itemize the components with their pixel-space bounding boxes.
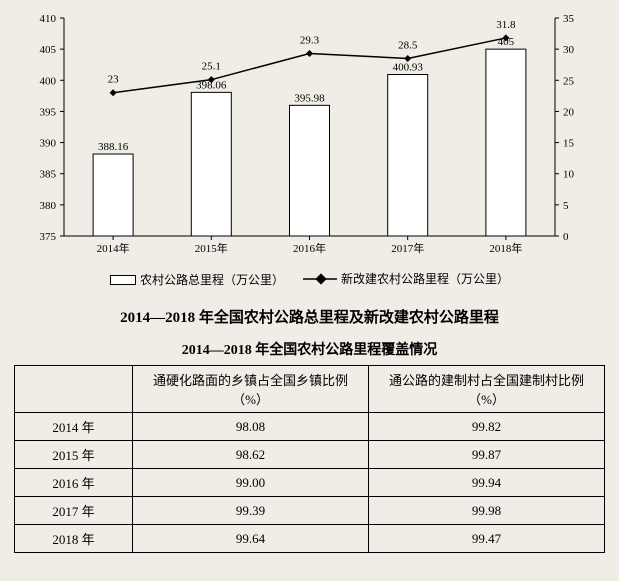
svg-text:380: 380 xyxy=(40,200,57,212)
svg-text:375: 375 xyxy=(40,231,57,243)
chart-svg: 375 380 385 390 395 400 405 410 0 5 10 15 20 25 30 35 38… xyxy=(14,8,605,268)
svg-text:400: 400 xyxy=(40,75,57,87)
table-cell: 2015 年 xyxy=(15,441,133,469)
legend-line-swatch xyxy=(303,273,337,285)
svg-text:395: 395 xyxy=(40,106,57,118)
page-root: 375 380 385 390 395 400 405 410 0 5 10 15 20 25 30 35 38… xyxy=(0,0,619,581)
svg-text:25.1: 25.1 xyxy=(202,61,221,73)
table-header xyxy=(15,366,133,413)
svg-text:2017年: 2017年 xyxy=(391,241,424,255)
combo-chart: 375 380 385 390 395 400 405 410 0 5 10 15 20 25 30 35 38… xyxy=(14,8,605,300)
svg-text:2014年: 2014年 xyxy=(97,241,130,255)
table-cell: 99.39 xyxy=(133,497,369,525)
chart-legend: 农村公路总里程（万公里） 新改建农村公路里程（万公里） xyxy=(14,270,605,289)
svg-text:2015年: 2015年 xyxy=(195,241,228,255)
legend-line: 新改建农村公路里程（万公里） xyxy=(303,270,509,287)
table-row: 2018 年99.6499.47 xyxy=(15,525,605,553)
svg-text:410: 410 xyxy=(40,13,57,25)
table-row: 2014 年98.0899.82 xyxy=(15,413,605,441)
svg-text:0: 0 xyxy=(563,231,569,243)
svg-text:25: 25 xyxy=(563,75,575,87)
svg-text:35: 35 xyxy=(563,13,575,25)
table-cell: 99.98 xyxy=(369,497,605,525)
svg-text:5: 5 xyxy=(563,200,569,212)
table-cell: 99.64 xyxy=(133,525,369,553)
svg-text:405: 405 xyxy=(40,44,57,56)
svg-text:15: 15 xyxy=(563,138,575,150)
legend-line-label: 新改建农村公路里程（万公里） xyxy=(341,270,509,287)
table-row: 2017 年99.3999.98 xyxy=(15,497,605,525)
table-header: 通硬化路面的乡镇占全国乡镇比例（%） xyxy=(133,366,369,413)
svg-text:400.93: 400.93 xyxy=(393,61,424,73)
table-row: 2015 年98.6299.87 xyxy=(15,441,605,469)
svg-text:2018年: 2018年 xyxy=(489,241,522,255)
coverage-table: 通硬化路面的乡镇占全国乡镇比例（%） 通公路的建制村占全国建制村比例（%） 20… xyxy=(14,365,605,553)
svg-text:29.3: 29.3 xyxy=(300,35,320,47)
table-cell: 99.87 xyxy=(369,441,605,469)
table-cell: 99.94 xyxy=(369,469,605,497)
svg-text:388.16: 388.16 xyxy=(98,141,129,153)
svg-text:31.8: 31.8 xyxy=(496,19,516,31)
table-title: 2014—2018 年全国农村公路里程覆盖情况 xyxy=(14,339,605,359)
table-cell: 99.82 xyxy=(369,413,605,441)
legend-bar-label: 农村公路总里程（万公里） xyxy=(140,271,284,288)
svg-text:30: 30 xyxy=(563,44,575,56)
svg-text:395.98: 395.98 xyxy=(294,92,325,104)
table-cell: 98.08 xyxy=(133,413,369,441)
svg-text:2016年: 2016年 xyxy=(293,241,326,255)
legend-bar-swatch xyxy=(110,275,136,285)
table-cell: 2017 年 xyxy=(15,497,133,525)
legend-bar: 农村公路总里程（万公里） xyxy=(110,271,284,288)
table-cell: 98.62 xyxy=(133,441,369,469)
svg-text:10: 10 xyxy=(563,169,575,181)
svg-text:23: 23 xyxy=(108,74,120,86)
table-cell: 99.47 xyxy=(369,525,605,553)
table-header-row: 通硬化路面的乡镇占全国乡镇比例（%） 通公路的建制村占全国建制村比例（%） xyxy=(15,366,605,413)
chart-title: 2014—2018 年全国农村公路总里程及新改建农村公路里程 xyxy=(14,306,605,327)
table-row: 2016 年99.0099.94 xyxy=(15,469,605,497)
svg-text:385: 385 xyxy=(40,169,57,181)
table-cell: 99.00 xyxy=(133,469,369,497)
svg-text:20: 20 xyxy=(563,106,575,118)
table-cell: 2016 年 xyxy=(15,469,133,497)
table-header: 通公路的建制村占全国建制村比例（%） xyxy=(369,366,605,413)
svg-text:390: 390 xyxy=(40,138,57,150)
svg-text:28.5: 28.5 xyxy=(398,39,418,51)
table-cell: 2018 年 xyxy=(15,525,133,553)
table-cell: 2014 年 xyxy=(15,413,133,441)
